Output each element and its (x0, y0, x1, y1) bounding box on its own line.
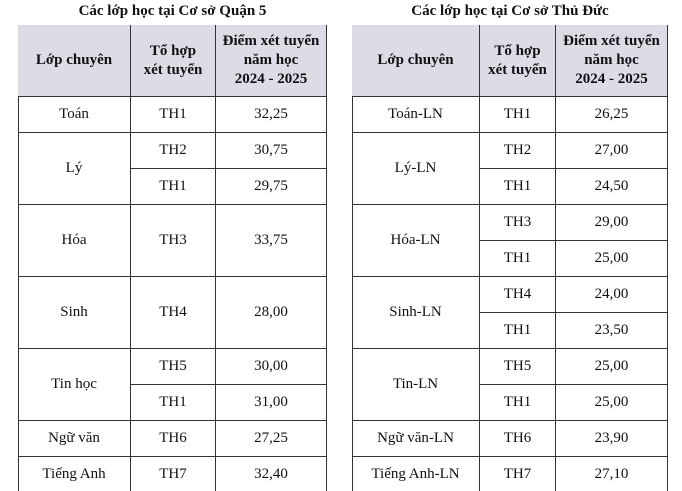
combo-cell: TH6 (131, 421, 216, 457)
subject-cell: Lý (18, 133, 131, 205)
combo-cell: TH3 (131, 205, 216, 277)
combo-cell: TH2 (131, 133, 216, 169)
combo-cell: TH1 (480, 169, 556, 205)
combo-cell: TH5 (480, 349, 556, 385)
header-cell: Tổ hợp xét tuyển (480, 25, 556, 97)
score-cell: 23,90 (556, 421, 668, 457)
score-cell: 25,00 (556, 241, 668, 277)
header-line: Tổ hợp (494, 42, 541, 59)
combo-cell: TH1 (480, 241, 556, 277)
header-line: Điểm xét tuyển (563, 33, 660, 49)
header-line: xét tuyển (143, 61, 203, 78)
score-cell: 27,00 (556, 133, 668, 169)
score-cell: 29,00 (556, 205, 668, 241)
subject-cell: Lý-LN (352, 133, 480, 205)
subject-cell: Hóa-LN (352, 205, 480, 277)
score-cell: 26,25 (556, 97, 668, 133)
score-cell: 32,25 (216, 97, 327, 133)
combo-cell: TH7 (131, 457, 216, 491)
score-cell: 24,00 (556, 277, 668, 313)
combo-cell: TH1 (480, 313, 556, 349)
score-cell: 25,00 (556, 385, 668, 421)
table-title: Các lớp học tại Cơ sở Thủ Đức (411, 3, 609, 19)
subject-cell: Tin-LN (352, 349, 480, 421)
subject-cell: Tin học (18, 349, 131, 421)
combo-cell: TH7 (480, 457, 556, 491)
combo-cell: TH6 (480, 421, 556, 457)
subject-cell: Toán (18, 97, 131, 133)
score-cell: 30,75 (216, 133, 327, 169)
score-cell: 24,50 (556, 169, 668, 205)
subject-cell: Tiếng Anh (18, 457, 131, 491)
header-line: Lớp chuyên (35, 52, 113, 68)
header-line: Điểm xét tuyển (222, 33, 320, 49)
combo-cell: TH1 (131, 97, 216, 133)
subject-cell: Tiếng Anh-LN (352, 457, 480, 491)
score-cell: 32,40 (216, 457, 327, 491)
header-line: Lớp chuyên (377, 52, 454, 68)
header-cell: Tổ hợp xét tuyển (131, 25, 216, 97)
header-line: 2024 - 2025 (234, 71, 308, 87)
subject-cell: Toán-LN (352, 97, 480, 133)
combo-cell: TH4 (131, 277, 216, 349)
score-cell: 27,25 (216, 421, 327, 457)
header-cell: Điểm xét tuyển năm học 2024 - 2025 (216, 25, 327, 97)
subject-cell: Ngữ văn-LN (352, 421, 480, 457)
subject-cell: Sinh (18, 277, 131, 349)
combo-cell: TH1 (480, 385, 556, 421)
table-title: Các lớp học tại Cơ sở Quận 5 (78, 3, 267, 19)
score-cell: 27,10 (556, 457, 668, 491)
combo-cell: TH4 (480, 277, 556, 313)
combo-cell: TH5 (131, 349, 216, 385)
header-line: 2024 - 2025 (575, 71, 648, 87)
subject-cell: Sinh-LN (352, 277, 480, 349)
header-line: năm học (243, 52, 299, 68)
score-cell: 23,50 (556, 313, 668, 349)
score-cell: 31,00 (216, 385, 327, 421)
header-line: năm học (584, 52, 639, 68)
subject-cell: Hóa (18, 205, 131, 277)
score-cell: 28,00 (216, 277, 327, 349)
header-line: xét tuyển (488, 61, 547, 78)
subject-cell: Ngữ văn (18, 421, 131, 457)
score-cell: 29,75 (216, 169, 327, 205)
header-cell: Lớp chuyên (18, 25, 131, 97)
header-line: Tổ hợp (149, 42, 197, 59)
combo-cell: TH3 (480, 205, 556, 241)
combo-cell: TH2 (480, 133, 556, 169)
combo-cell: TH1 (131, 169, 216, 205)
header-cell: Điểm xét tuyển năm học 2024 - 2025 (556, 25, 668, 97)
combo-cell: TH1 (131, 385, 216, 421)
combo-cell: TH1 (480, 97, 556, 133)
score-cell: 33,75 (216, 205, 327, 277)
header-cell: Lớp chuyên (352, 25, 480, 97)
score-cell: 30,00 (216, 349, 327, 385)
score-cell: 25,00 (556, 349, 668, 385)
